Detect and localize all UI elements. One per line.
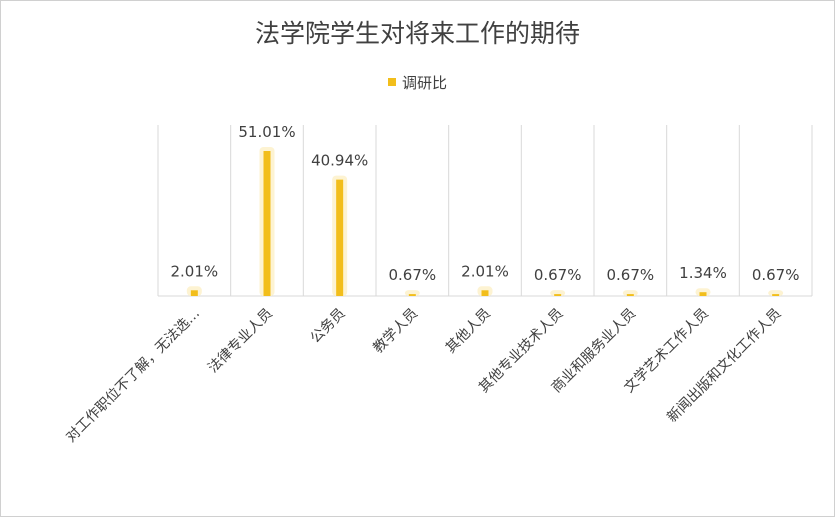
data-label: 0.67% (607, 266, 655, 284)
bar (263, 151, 271, 296)
x-tick-label: 对工作职位不了解，无法选… (63, 306, 203, 446)
bar (336, 179, 344, 296)
bar-glow (695, 288, 711, 296)
bar (772, 294, 780, 296)
data-label: 40.94% (311, 152, 368, 170)
data-label: 0.67% (389, 266, 437, 284)
data-label: 1.34% (679, 264, 727, 282)
legend-label: 调研比 (401, 74, 447, 92)
data-label: 2.01% (461, 262, 509, 280)
x-tick-label: 教学人员 (370, 306, 421, 357)
bar-glow (622, 290, 638, 296)
bar (481, 290, 489, 296)
data-label: 0.67% (534, 266, 582, 284)
x-tick-label: 法律专业人员 (205, 306, 276, 377)
data-label: 51.01% (238, 123, 295, 141)
bar-glow (550, 290, 566, 296)
bar-glow (404, 290, 420, 296)
data-label: 2.01% (171, 262, 219, 280)
data-label: 0.67% (752, 266, 800, 284)
bar (626, 294, 634, 296)
bar (190, 290, 198, 296)
x-tick-label: 其他人员 (443, 306, 494, 357)
bar (699, 292, 707, 296)
x-tick-label: 公务员 (307, 306, 348, 347)
legend: 调研比 (0, 72, 835, 93)
bar (554, 294, 562, 296)
bar-glow (768, 290, 784, 296)
chart-title: 法学院学生对将来工作的期待 (254, 19, 580, 48)
bar (408, 294, 416, 296)
legend-swatch (387, 77, 396, 86)
